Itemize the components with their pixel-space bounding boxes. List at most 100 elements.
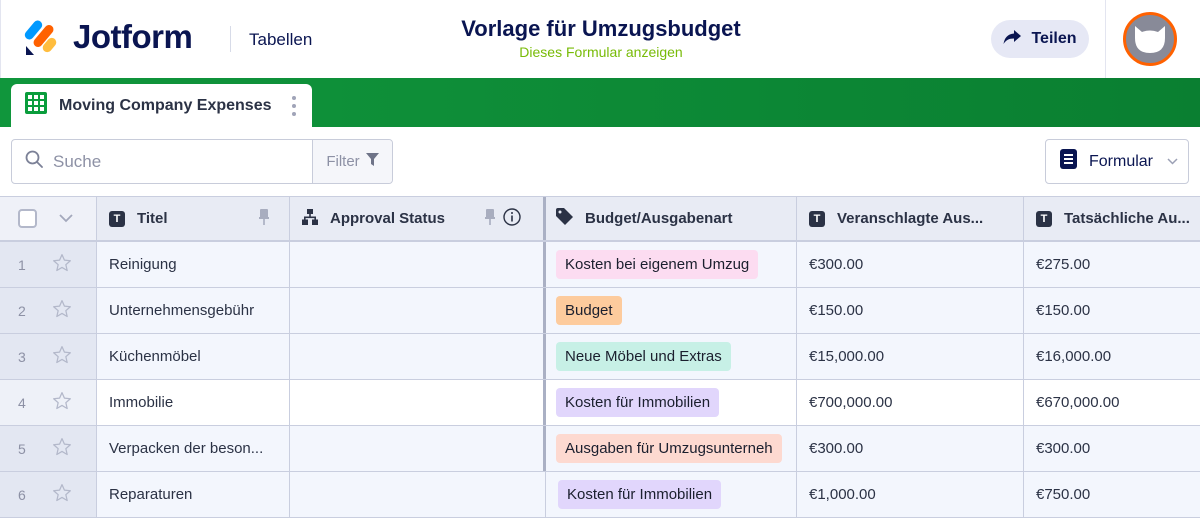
table-row[interactable]: 2 Unternehmensgebühr Budget €150.00 €150… xyxy=(0,288,1200,334)
tab-label: Moving Company Expenses xyxy=(59,96,272,114)
table-row[interactable]: 3 Küchenmöbel Neue Möbel und Extras €15,… xyxy=(0,334,1200,380)
cell-titel[interactable]: Unternehmensgebühr xyxy=(97,288,290,333)
search-icon xyxy=(25,150,43,173)
column-label: Approval Status xyxy=(330,210,446,227)
column-label: Tatsächliche Au... xyxy=(1064,210,1190,227)
cell-titel[interactable]: Küchenmöbel xyxy=(97,334,290,379)
cell-estimated[interactable]: €150.00 xyxy=(797,288,1024,333)
row-number-cell: 6 xyxy=(0,472,97,517)
data-table: T Titel Approval Status Budget/Ausgabena… xyxy=(0,196,1200,518)
cell-titel[interactable]: Verpacken der beson... xyxy=(97,426,290,471)
cell-approval-status[interactable] xyxy=(290,334,546,379)
column-header-approval-status[interactable]: Approval Status xyxy=(290,197,546,240)
table-row[interactable]: 1 Reinigung Kosten bei eigenem Umzug €30… xyxy=(0,242,1200,288)
cell-estimated[interactable]: €15,000.00 xyxy=(797,334,1024,379)
share-label: Teilen xyxy=(1031,30,1077,47)
tab-moving-company-expenses[interactable]: Moving Company Expenses xyxy=(11,84,312,127)
cat-avatar-icon xyxy=(1135,26,1165,53)
page-title: Vorlage für Umzugsbudget xyxy=(461,16,741,41)
cell-estimated[interactable]: €300.00 xyxy=(797,242,1024,287)
cell-budget-type[interactable]: Budget xyxy=(546,288,797,333)
cell-estimated[interactable]: €300.00 xyxy=(797,426,1024,471)
star-icon[interactable] xyxy=(52,437,72,461)
select-all-checkbox[interactable] xyxy=(18,209,37,228)
filter-button[interactable]: Filter xyxy=(312,140,392,183)
cell-actual[interactable]: €275.00 xyxy=(1036,256,1091,273)
cell-titel[interactable]: Reparaturen xyxy=(97,472,290,517)
row-number: 4 xyxy=(18,394,26,411)
section-name[interactable]: Tabellen xyxy=(249,30,313,49)
text-type-icon: T xyxy=(1036,210,1052,227)
workflow-icon xyxy=(302,208,318,229)
row-number-cell: 2 xyxy=(0,288,97,333)
cell-titel[interactable]: Immobilie xyxy=(97,380,290,425)
view-form-link[interactable]: Dieses Formular anzeigen xyxy=(519,44,683,60)
cell-actual[interactable]: €16,000.00 xyxy=(1036,348,1112,365)
funnel-icon xyxy=(365,153,379,170)
star-icon[interactable] xyxy=(52,299,72,323)
row-number-cell: 3 xyxy=(0,334,97,379)
cell-budget-type[interactable]: Kosten bei eigenem Umzug xyxy=(546,242,797,287)
table-row[interactable]: 6 Reparaturen Kosten für Immobilien €1,0… xyxy=(0,472,1200,518)
header-select-cell xyxy=(0,197,97,240)
cell-estimated[interactable]: €1,000.00 xyxy=(797,472,1024,517)
form-button-label: Formular xyxy=(1089,152,1154,170)
cell-approval-status[interactable] xyxy=(290,472,546,517)
search-input[interactable] xyxy=(53,151,293,172)
column-label: Titel xyxy=(137,210,168,227)
star-icon[interactable] xyxy=(52,253,72,277)
star-icon[interactable] xyxy=(52,483,72,507)
table-tab-bar: Moving Company Expenses xyxy=(0,78,1200,127)
column-label: Budget/Ausgabenart xyxy=(585,210,733,227)
cell-actual[interactable]: €670,000.00 xyxy=(1036,394,1120,411)
column-header-budget-type[interactable]: Budget/Ausgabenart xyxy=(546,197,797,240)
pin-icon[interactable] xyxy=(259,208,269,229)
column-header-titel[interactable]: T Titel xyxy=(97,197,290,240)
cell-budget-type[interactable]: Neue Möbel und Extras xyxy=(546,334,797,379)
cell-estimated[interactable]: €700,000.00 xyxy=(797,380,1024,425)
column-label: Veranschlagte Aus... xyxy=(837,210,984,227)
avatar[interactable] xyxy=(1123,12,1177,66)
text-type-icon: T xyxy=(809,210,825,227)
column-header-actual[interactable]: T Tatsächliche Au... xyxy=(1024,197,1200,240)
jotform-logo[interactable]: Jotform xyxy=(23,17,193,57)
row-number-cell: 1 xyxy=(0,242,97,287)
cell-budget-type[interactable]: Ausgaben für Umzugsunterneh xyxy=(546,426,797,471)
cell-actual[interactable]: €150.00 xyxy=(1036,302,1091,319)
cell-actual[interactable]: €300.00 xyxy=(1036,440,1091,457)
category-tag: Kosten für Immobilien xyxy=(558,480,722,509)
pin-icon[interactable] xyxy=(485,208,495,229)
row-number: 5 xyxy=(18,440,26,457)
share-arrow-icon xyxy=(1003,29,1022,49)
table-row-hovered[interactable]: 4 Immobilie Kosten für Immobilien €700,0… xyxy=(0,380,1200,426)
app-header: Jotform Tabellen Vorlage für Umzugsbudge… xyxy=(0,0,1200,78)
form-button[interactable]: Formular xyxy=(1045,139,1189,184)
cell-approval-status[interactable] xyxy=(290,426,546,471)
filter-label: Filter xyxy=(326,153,360,170)
row-number: 2 xyxy=(18,302,26,319)
tab-more-icon[interactable] xyxy=(292,96,296,116)
row-number-cell: 5 xyxy=(0,426,97,471)
cell-approval-status[interactable] xyxy=(290,288,546,333)
header-divider xyxy=(230,26,231,52)
table-header-row: T Titel Approval Status Budget/Ausgabena… xyxy=(0,196,1200,242)
cell-budget-type[interactable]: Kosten für Immobilien xyxy=(546,380,797,425)
star-icon[interactable] xyxy=(52,391,72,415)
info-icon[interactable] xyxy=(503,207,521,230)
text-type-icon: T xyxy=(109,210,125,227)
row-number: 1 xyxy=(18,256,26,273)
share-button[interactable]: Teilen xyxy=(991,20,1089,58)
cell-titel[interactable]: Reinigung xyxy=(97,242,290,287)
column-header-estimated[interactable]: T Veranschlagte Aus... xyxy=(797,197,1024,240)
chevron-down-icon xyxy=(1167,156,1178,168)
cell-approval-status[interactable] xyxy=(290,380,546,425)
cell-budget-type[interactable]: Kosten für Immobilien xyxy=(546,472,797,517)
table-row[interactable]: 5 Verpacken der beson... Ausgaben für Um… xyxy=(0,426,1200,472)
category-tag: Budget xyxy=(556,296,622,325)
table-grid-icon xyxy=(25,92,47,119)
star-icon[interactable] xyxy=(52,345,72,369)
row-number-cell: 4 xyxy=(0,380,97,425)
cell-actual[interactable]: €750.00 xyxy=(1036,486,1091,503)
chevron-down-icon[interactable] xyxy=(59,210,73,227)
cell-approval-status[interactable] xyxy=(290,242,546,287)
